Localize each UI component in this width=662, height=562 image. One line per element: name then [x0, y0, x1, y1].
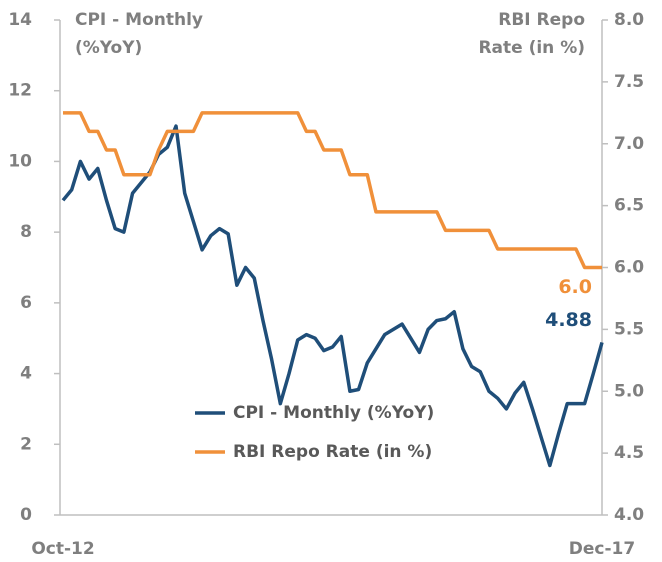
- y2-tick-label: 5.0: [614, 381, 644, 401]
- y2-tick-label: 7.5: [614, 72, 644, 92]
- y2-tick-label: 6.5: [614, 196, 644, 216]
- y-tick-label: 12: [8, 81, 32, 101]
- series-line: [63, 111, 602, 270]
- y2-axis-title: Rate (in %): [478, 38, 585, 58]
- y2-axis-title: RBI Repo: [498, 10, 585, 30]
- y-tick-label: 2: [20, 434, 32, 454]
- data-label: 6.0: [558, 276, 592, 298]
- x-tick-label: Dec-17: [569, 539, 635, 559]
- y2-tick-label: 8.0: [614, 10, 644, 30]
- x-tick-label: Oct-12: [31, 539, 94, 559]
- y-axis-title: CPI - Monthly: [75, 10, 203, 30]
- y-tick-label: 4: [20, 364, 32, 384]
- y2-tick-label: 4.5: [614, 443, 644, 463]
- y2-tick-label: 5.5: [614, 319, 644, 339]
- y-tick-label: 10: [8, 151, 32, 171]
- y-tick-label: 8: [20, 222, 32, 242]
- y2-tick-label: 6.0: [614, 258, 644, 278]
- legend-label: CPI - Monthly (%YoY): [233, 403, 434, 423]
- y-tick-label: 0: [20, 505, 32, 525]
- y2-tick-label: 7.0: [614, 134, 644, 154]
- data-label: 4.88: [545, 309, 592, 331]
- y-tick-label: 6: [20, 293, 32, 313]
- y-axis-title: (%YoY): [75, 38, 142, 58]
- y2-tick-label: 4.0: [614, 505, 644, 525]
- y-tick-label: 14: [8, 10, 32, 30]
- legend-label: RBI Repo Rate (in %): [233, 442, 432, 462]
